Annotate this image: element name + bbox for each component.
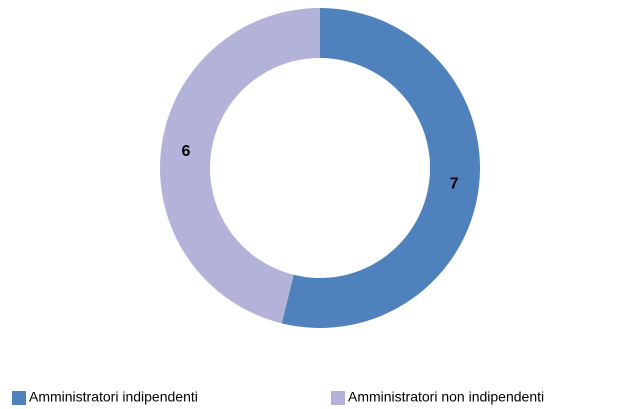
donut-segment bbox=[281, 8, 481, 329]
legend-swatch bbox=[331, 391, 345, 405]
legend-label: Amministratori indipendenti bbox=[29, 389, 198, 405]
legend-label: Amministratori non indipendenti bbox=[348, 389, 544, 405]
legend-swatch bbox=[12, 391, 26, 405]
donut-segment bbox=[160, 8, 320, 324]
data-label: 6 bbox=[182, 143, 191, 160]
data-label: 7 bbox=[450, 175, 459, 192]
